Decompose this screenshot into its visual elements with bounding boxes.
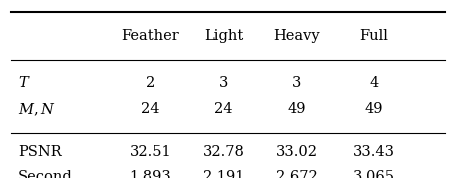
- Text: 33.43: 33.43: [352, 145, 394, 159]
- Text: Light: Light: [203, 29, 243, 43]
- Text: 2.672: 2.672: [275, 170, 317, 178]
- Text: 49: 49: [364, 103, 382, 116]
- Text: Feather: Feather: [121, 29, 179, 43]
- Text: 3: 3: [218, 76, 228, 90]
- Text: 32.78: 32.78: [202, 145, 244, 159]
- Text: 2: 2: [146, 76, 155, 90]
- Text: 1.893: 1.893: [129, 170, 171, 178]
- Text: 2.191: 2.191: [202, 170, 243, 178]
- Text: PSNR: PSNR: [18, 145, 62, 159]
- Text: Full: Full: [359, 29, 388, 43]
- Text: 24: 24: [141, 103, 159, 116]
- Text: Second: Second: [18, 170, 73, 178]
- Text: $T$: $T$: [18, 75, 31, 90]
- Text: Heavy: Heavy: [273, 29, 319, 43]
- Text: 4: 4: [369, 76, 378, 90]
- Text: $M, N$: $M, N$: [18, 101, 56, 118]
- Text: 33.02: 33.02: [275, 145, 317, 159]
- Text: 24: 24: [214, 103, 232, 116]
- Text: 3: 3: [291, 76, 300, 90]
- Text: 49: 49: [287, 103, 305, 116]
- Text: 3.065: 3.065: [352, 170, 394, 178]
- Text: 32.51: 32.51: [129, 145, 171, 159]
